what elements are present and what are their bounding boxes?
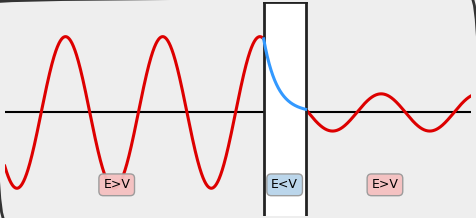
Bar (264, 2, 306, 216)
Text: E>V: E>V (103, 178, 130, 191)
Text: E<V: E<V (271, 178, 298, 191)
Text: E>V: E>V (371, 178, 398, 191)
